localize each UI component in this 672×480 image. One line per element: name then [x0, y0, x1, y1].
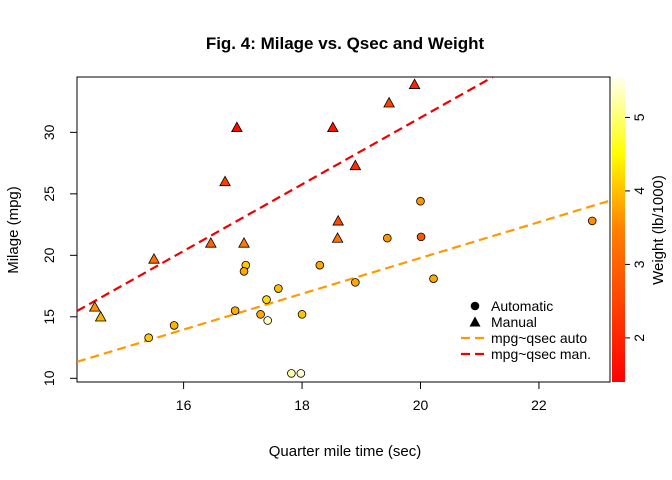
point-automatic	[315, 260, 325, 270]
point-automatic	[274, 284, 283, 293]
point-manual	[204, 237, 217, 248]
x-tick-label: 20	[413, 397, 429, 413]
y-tick-label: 10	[41, 370, 57, 386]
y-axis: 10 15 20 25 30	[41, 124, 78, 386]
x-tick-label: 18	[294, 397, 310, 413]
point-automatic	[262, 295, 271, 304]
colorbar-axis: 2 3 4 5	[625, 113, 647, 342]
point-automatic	[383, 233, 392, 243]
point-automatic	[296, 369, 306, 378]
y-tick-label: 25	[41, 186, 57, 202]
point-manual	[238, 237, 250, 248]
point-automatic	[416, 232, 426, 242]
point-automatic	[144, 333, 153, 343]
point-automatic	[587, 216, 597, 226]
point-manual	[332, 214, 345, 226]
point-automatic	[287, 369, 296, 378]
fit-line	[77, 199, 610, 363]
colorbar-tick-label: 5	[631, 113, 647, 121]
point-manual	[331, 232, 344, 243]
point-automatic	[256, 310, 265, 319]
point-automatic	[263, 316, 272, 325]
point-automatic	[230, 306, 240, 315]
point-manual	[408, 78, 421, 89]
colorbar-tick-label: 2	[631, 334, 647, 342]
point-automatic	[297, 310, 307, 319]
colorbar	[612, 77, 625, 382]
fit-lines	[77, 77, 610, 363]
y-tick-label: 30	[41, 124, 57, 140]
x-axis-label: Quarter mile time (sec)	[269, 443, 422, 460]
chart-title: Fig. 4: Milage vs. Qsec and Weight	[206, 34, 485, 53]
point-manual	[94, 310, 107, 322]
point-manual	[219, 175, 231, 187]
legend-symbol-triangle	[469, 316, 481, 327]
point-automatic	[351, 278, 360, 287]
colorbar-tick-label: 3	[631, 260, 647, 268]
data-points	[88, 78, 597, 378]
legend-label: Manual	[491, 314, 537, 330]
x-tick-label: 22	[531, 397, 547, 413]
legend-label: mpg~qsec man.	[491, 346, 591, 362]
point-manual	[349, 159, 362, 171]
y-axis-label: Milage (mpg)	[5, 186, 22, 274]
y-tick-label: 15	[41, 309, 57, 325]
fit-line	[77, 77, 494, 312]
point-manual	[88, 300, 101, 312]
point-manual	[326, 121, 339, 132]
y-tick-label: 20	[41, 247, 57, 263]
point-automatic	[169, 321, 179, 330]
point-automatic	[239, 267, 249, 276]
colorbar-label: Weight (lb/1000)	[650, 175, 667, 285]
legend-label: Automatic	[491, 298, 553, 314]
legend-symbol-circle	[470, 301, 480, 311]
colorbar-tick-label: 4	[631, 187, 647, 195]
point-manual	[148, 252, 160, 264]
point-automatic	[416, 196, 425, 206]
point-automatic	[429, 274, 438, 283]
x-axis: 16 18 20 22	[176, 381, 547, 413]
point-manual	[231, 121, 243, 132]
legend-label: mpg~qsec auto	[491, 330, 587, 346]
x-tick-label: 16	[176, 397, 192, 413]
point-manual	[383, 96, 395, 108]
